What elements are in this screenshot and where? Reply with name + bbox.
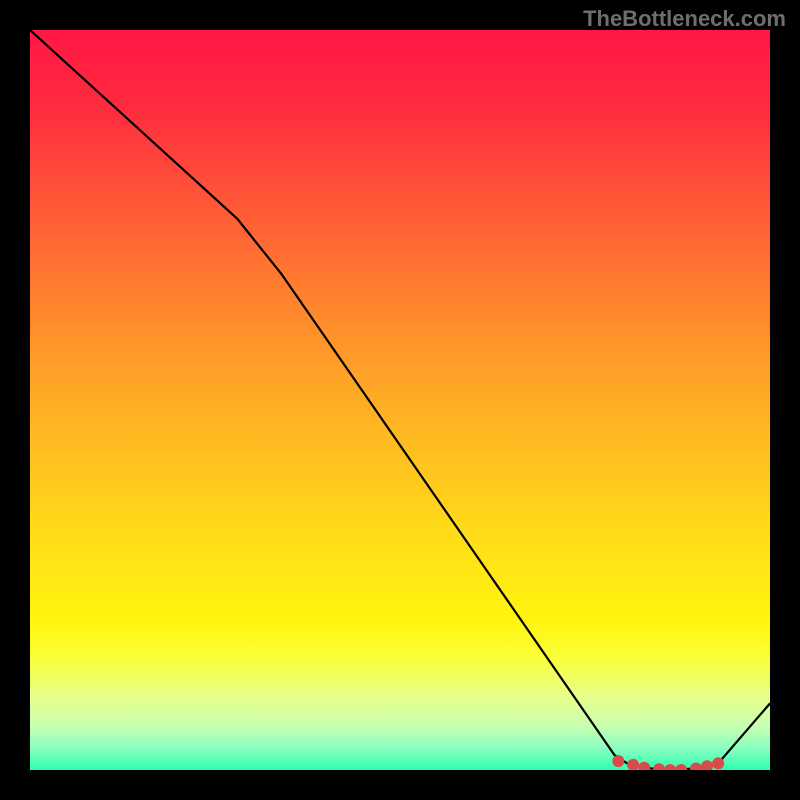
- plot-area: [30, 30, 770, 770]
- marker-dot: [664, 764, 676, 770]
- marker-dot: [712, 757, 724, 769]
- marker-dot: [675, 764, 687, 770]
- marker-dot: [653, 763, 665, 770]
- marker-dot: [627, 759, 639, 770]
- marker-dot: [701, 760, 713, 770]
- curve-path: [30, 30, 770, 770]
- marker-group: [612, 755, 724, 770]
- chart-container: TheBottleneck.com: [0, 0, 800, 800]
- marker-dot: [690, 763, 702, 770]
- curve-svg: [30, 30, 770, 770]
- marker-dot: [612, 755, 624, 767]
- watermark-text: TheBottleneck.com: [583, 6, 786, 32]
- marker-dot: [638, 762, 650, 770]
